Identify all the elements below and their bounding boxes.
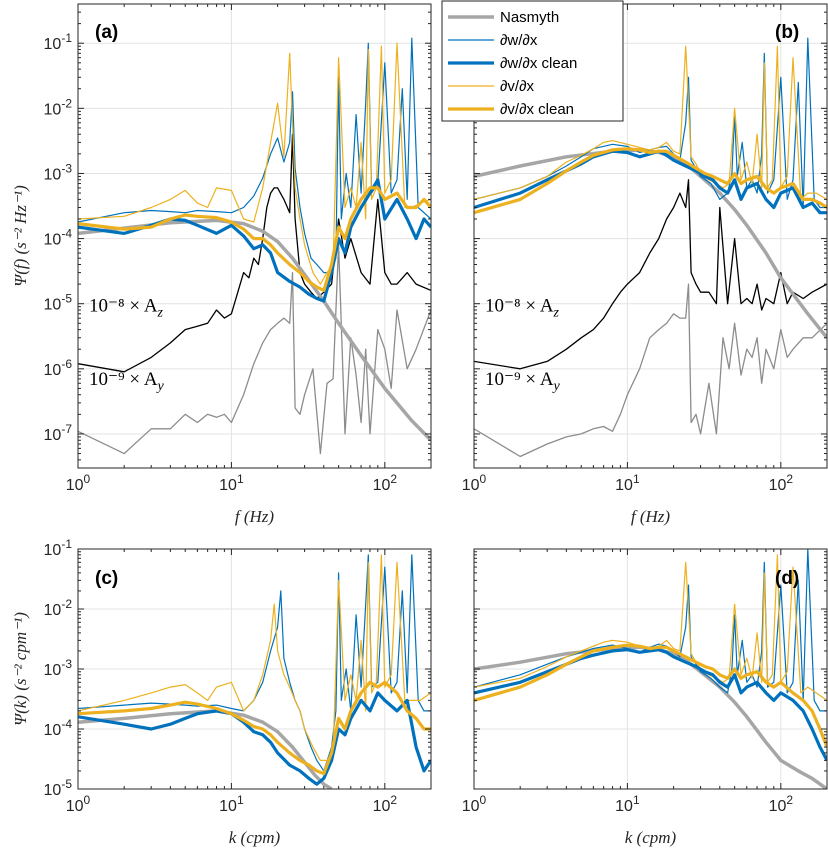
legend-label: Nasmyth [500, 9, 559, 26]
x-axis-label: k (cpm) [229, 828, 281, 847]
x-tick-label: 101 [219, 793, 244, 815]
series-group [78, 554, 431, 789]
panel-c: 100 101 102 10-5 10-4 10-3 10-2 10-1 k (cpm) Ψ(k)… [11, 537, 432, 847]
x-axis-label: f (Hz) [631, 507, 671, 526]
y-tick-label: 10-3 [44, 161, 73, 183]
y-tick-label: 10-2 [44, 597, 73, 619]
y-tick-label: 10-1 [44, 537, 73, 559]
tick-marks [77, 548, 432, 790]
y-tick-label: 10-2 [44, 96, 73, 118]
series-dwdx-clean [78, 178, 431, 303]
x-tick-label: 100 [462, 793, 487, 815]
grid [474, 4, 827, 468]
x-tick-label: 100 [66, 472, 91, 494]
series-ay-scaled [78, 244, 431, 455]
x-tick-label: 100 [66, 793, 91, 815]
series-dvdx [78, 42, 431, 285]
series-dvdx-clean [474, 643, 827, 748]
y-tick-label: 10-7 [44, 422, 73, 444]
panel-a: 100 101 102 10-7 10-6 10-5 10-4 10-3 10-2 10-1 f (… [11, 3, 432, 526]
x-tick-label: 102 [373, 472, 398, 494]
series-dvdx [78, 554, 431, 762]
axes-frame [77, 3, 432, 469]
x-tick-label: 101 [219, 472, 244, 494]
y-tick-label: 10-4 [44, 717, 73, 739]
annotation-az: 10⁻⁸ × Az [485, 296, 560, 321]
series-dwdx-clean [78, 691, 431, 786]
x-tick-label: 101 [615, 472, 640, 494]
series-nasmyth [78, 709, 333, 789]
series-dvdx-clean [474, 147, 827, 215]
x-axis-label: k (cpm) [625, 828, 677, 847]
x-tick-label: 102 [769, 793, 794, 815]
y-axis-label: Ψ(k) (s⁻² cpm⁻¹) [11, 612, 30, 726]
annotation-ay: 10⁻⁹ × Ay [485, 369, 561, 394]
annotation-az: 10⁻⁸ × Az [89, 296, 164, 321]
x-tick-label: 102 [769, 472, 794, 494]
series-group [78, 37, 431, 455]
legend-label: ∂v/∂x clean [500, 101, 574, 118]
series-dwdx [474, 549, 827, 712]
x-axis-label: f (Hz) [235, 507, 275, 526]
series-az-scaled [474, 179, 827, 370]
grid [78, 4, 431, 468]
panel-d: 100 101 102 k (cpm) (d) [462, 548, 828, 847]
panel-label: (d) [775, 568, 799, 589]
x-tick-label: 102 [373, 793, 398, 815]
series-dwdx-clean [474, 149, 827, 215]
legend-box [441, 0, 624, 122]
y-axis-label: Ψ(f) (s⁻² Hz⁻¹) [11, 185, 30, 287]
y-tick-label: 10-5 [44, 292, 73, 314]
series-dwdx-clean [474, 648, 827, 762]
y-tick-label: 10-5 [44, 777, 73, 799]
axes-frame [473, 3, 828, 469]
tick-marks [77, 3, 432, 469]
series-az-scaled [78, 133, 431, 373]
legend-label: ∂w/∂x [500, 32, 538, 49]
series-dwdx [78, 554, 431, 772]
annotation-ay: 10⁻⁹ × Ay [89, 369, 165, 394]
y-tick-label: 10-1 [44, 31, 73, 53]
legend-label: ∂w/∂x clean [500, 55, 577, 72]
y-tick-label: 10-4 [44, 227, 73, 249]
series-group [474, 37, 827, 458]
series-dwdx [474, 37, 827, 209]
panel-label: (c) [95, 568, 118, 589]
series-dvdx-clean [78, 186, 431, 292]
legend: Nasmyth ∂w/∂x ∂w/∂x clean ∂v/∂x ∂v/∂x clean [441, 0, 624, 122]
tick-marks [473, 548, 828, 790]
y-tick-label: 10-6 [44, 357, 73, 379]
legend-label: ∂v/∂x [500, 78, 534, 95]
x-tick-label: 101 [615, 793, 640, 815]
panel-label: (b) [775, 22, 799, 43]
panel-label: (a) [95, 22, 118, 43]
series-ay-scaled [474, 283, 827, 458]
x-tick-label: 100 [462, 472, 487, 494]
series-group [474, 549, 827, 789]
y-tick-label: 10-3 [44, 657, 73, 679]
panel-b: 100 101 102 f (Hz) (b) 10⁻⁸ × Az 10⁻⁹ × Ay [462, 3, 828, 526]
series-dwdx [78, 37, 431, 274]
series-dvdx-clean [78, 680, 431, 776]
